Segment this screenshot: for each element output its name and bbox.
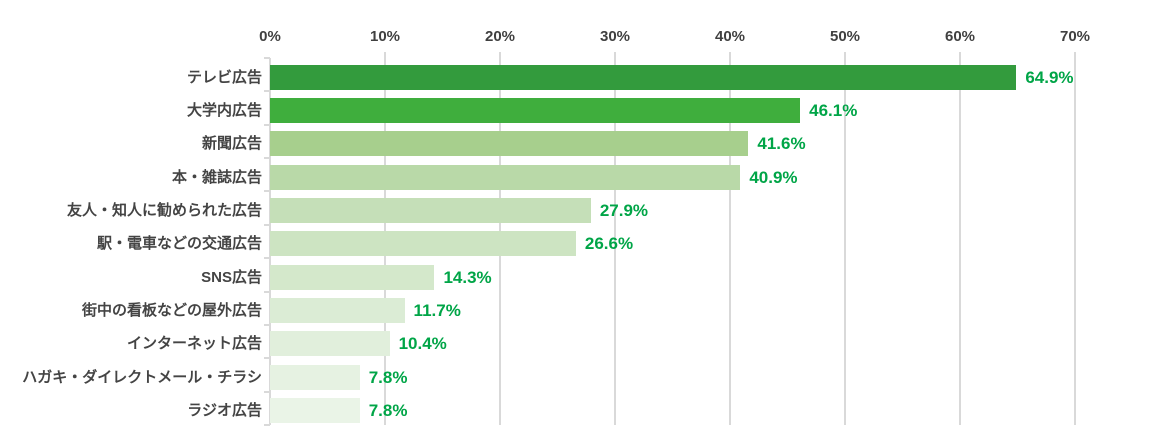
- value-label: 14.3%: [443, 267, 492, 287]
- axis-tick-label: 50%: [829, 28, 861, 45]
- category-label: 街中の看板などの屋外広告: [81, 302, 262, 320]
- value-label: 27.9%: [599, 200, 649, 220]
- bar: [270, 97, 801, 123]
- value-label: 41.6%: [757, 134, 806, 154]
- gridline: [959, 52, 961, 425]
- bar: [270, 298, 405, 324]
- category-label: 駅・電車などの交通広告: [96, 235, 262, 253]
- bar: [270, 264, 435, 290]
- category-label: SNS広告: [201, 268, 262, 286]
- category-axis-tick: [264, 223, 270, 226]
- gridline: [844, 52, 846, 425]
- category-axis-tick: [264, 190, 270, 193]
- bar: [270, 364, 360, 390]
- category-label: 新聞広告: [201, 135, 262, 153]
- category-label: ラジオ広告: [187, 402, 262, 420]
- axis-tick-label: 10%: [369, 28, 401, 45]
- bar: [270, 131, 749, 157]
- category-axis-tick: [264, 123, 270, 126]
- bar: [270, 197, 591, 223]
- value-label: 64.9%: [1025, 67, 1074, 87]
- category-axis-tick: [264, 323, 270, 326]
- axis-tick-label: 0%: [259, 28, 281, 45]
- axis-tick-label: 30%: [599, 28, 631, 45]
- category-axis-tick: [264, 290, 270, 293]
- value-label: 26.6%: [584, 234, 634, 254]
- category-label: インターネット広告: [126, 335, 262, 353]
- bar: [270, 231, 576, 257]
- bar: [270, 331, 390, 357]
- value-label: 7.8%: [368, 401, 408, 421]
- bar: [270, 398, 360, 424]
- category-label: テレビ広告: [186, 68, 262, 86]
- value-label: 7.8%: [368, 367, 408, 387]
- category-label: 友人・知人に勧められた広告: [66, 201, 262, 219]
- category-axis-tick: [264, 424, 270, 426]
- category-axis-tick: [264, 157, 270, 160]
- category-label: 本・雑誌広告: [171, 168, 262, 186]
- value-label: 40.9%: [749, 167, 798, 187]
- value-label: 46.1%: [809, 100, 858, 120]
- gridline: [729, 52, 731, 425]
- axis-tick-label: 60%: [944, 28, 976, 45]
- category-label: 大学内広告: [186, 101, 262, 119]
- bar: [270, 64, 1017, 90]
- axis-tick-label: 20%: [484, 28, 516, 45]
- value-label: 11.7%: [413, 301, 461, 321]
- category-axis-tick: [264, 57, 270, 59]
- category-axis-tick: [264, 90, 270, 93]
- axis-tick-label: 70%: [1059, 28, 1091, 45]
- category-axis-tick: [264, 257, 270, 260]
- bar: [270, 164, 741, 190]
- category-label: ハガキ・ダイレクトメール・チラシ: [22, 368, 262, 386]
- axis-tick-label: 40%: [714, 28, 746, 45]
- category-axis-tick: [264, 357, 270, 360]
- value-label: 10.4%: [398, 334, 447, 354]
- gridline: [614, 52, 616, 425]
- gridline: [1074, 52, 1076, 425]
- category-axis-tick: [264, 390, 270, 393]
